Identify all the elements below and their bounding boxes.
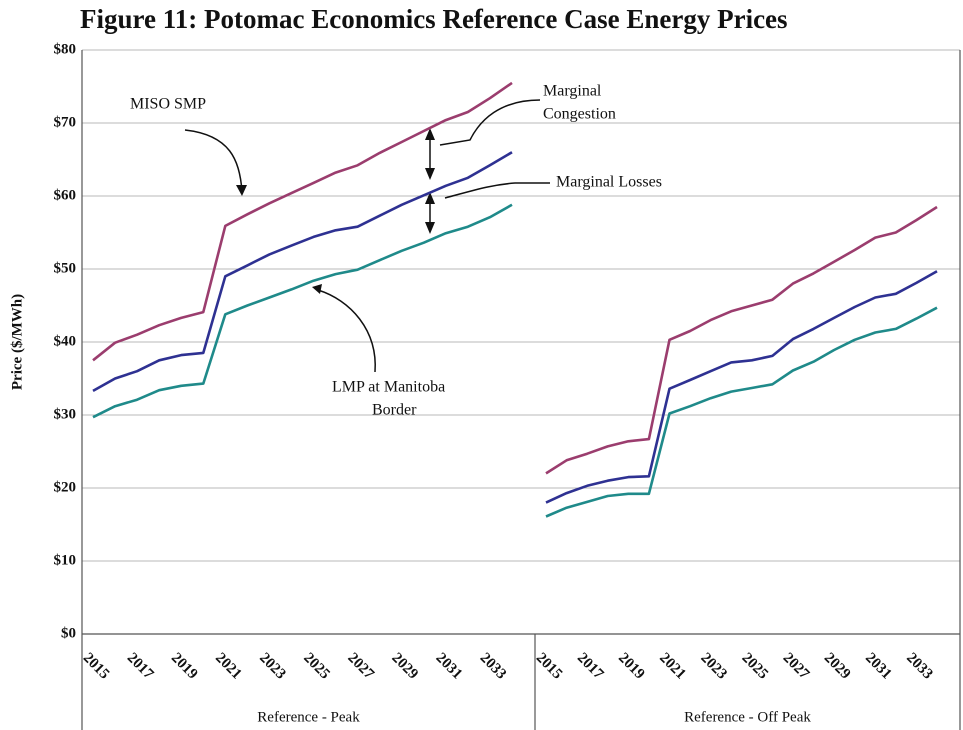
- plot: [92, 81, 938, 518]
- y-tick-label: $10: [54, 552, 77, 568]
- arrowheads: [425, 128, 435, 234]
- x-tick-label: 2033: [903, 650, 936, 683]
- series-line: [92, 151, 513, 393]
- arrowhead: [236, 185, 247, 196]
- y-axis-label: Price ($/MWh): [9, 294, 25, 390]
- x-tick-label: 2027: [344, 650, 377, 683]
- arrow: [444, 182, 550, 199]
- x-axis-label: Reference - Peak: [257, 709, 360, 725]
- annotation: Marginal: [543, 83, 602, 100]
- annotation-arrows: [184, 99, 550, 373]
- arrow: [317, 289, 376, 373]
- y-tick-label: $50: [54, 260, 77, 276]
- y-tick-label: $60: [54, 187, 77, 203]
- x-tick-label: 2025: [300, 650, 333, 683]
- x-tick-label: 2027: [780, 650, 813, 683]
- y-tick-label: $20: [54, 479, 77, 495]
- annotation: Border: [372, 402, 417, 419]
- y-tick-label: $0: [61, 625, 76, 641]
- y-tick-label: $70: [54, 114, 77, 130]
- series-line: [545, 306, 938, 518]
- series-line: [545, 205, 938, 475]
- x-tick-label: 2029: [388, 650, 421, 683]
- x-tick-label: 2021: [656, 650, 689, 683]
- x-tick-label: 2023: [697, 650, 730, 683]
- annotation: LMP at Manitoba: [332, 379, 445, 396]
- y-tick-label: $80: [54, 41, 77, 57]
- x-tick-label: 2031: [433, 650, 466, 683]
- annotation: Marginal Losses: [556, 174, 662, 191]
- x-tick-label: 2019: [615, 650, 648, 683]
- x-tick-label: 2033: [477, 650, 510, 683]
- annotation: Congestion: [543, 106, 616, 123]
- y-tick-label: $30: [54, 406, 77, 422]
- x-tick-label: 2019: [168, 650, 201, 683]
- x-tick-label: 2015: [533, 650, 566, 683]
- x-tick-label: 2017: [124, 650, 157, 683]
- y-tick-label: $40: [54, 333, 77, 349]
- x-tick-label: 2023: [256, 650, 289, 683]
- arrow: [184, 129, 243, 193]
- series-line: [92, 81, 513, 362]
- arrowhead: [312, 284, 322, 294]
- x-tick-label: 2031: [862, 650, 895, 683]
- series-line: [545, 270, 938, 504]
- x-tick-label: 2015: [80, 650, 113, 683]
- arrow: [439, 99, 541, 146]
- series-line: [92, 203, 513, 419]
- annotation: MISO SMP: [130, 96, 206, 113]
- grid: [82, 49, 960, 635]
- x-tick-label: 2025: [739, 650, 772, 683]
- x-tick-label: 2021: [212, 650, 245, 683]
- x-axis-label: Reference - Off Peak: [684, 709, 811, 725]
- axes: [81, 50, 961, 730]
- x-tick-label: 2029: [821, 650, 854, 683]
- chart-title: Figure 11: Potomac Economics Reference C…: [80, 4, 788, 34]
- x-tick-label: 2017: [574, 650, 607, 683]
